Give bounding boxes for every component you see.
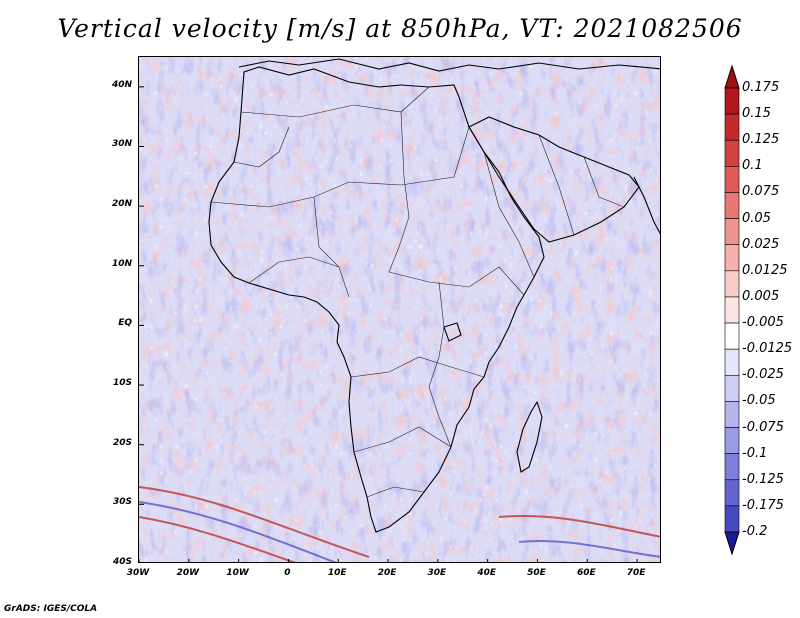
colorbar-segment <box>724 374 740 402</box>
colorbar-segment <box>724 322 740 350</box>
colorbar-level-label: 0.1 <box>742 158 763 174</box>
colorbar-level-label: -0.0125 <box>742 341 793 357</box>
southern-wave-bands <box>139 486 660 562</box>
lat-label: 20S <box>112 437 132 448</box>
colorbar-segment <box>724 192 740 219</box>
colorbar-segment <box>724 113 740 141</box>
lat-label: 20N <box>111 199 132 210</box>
colorbar-bottom-arrow <box>724 531 740 556</box>
lon-label: 10W <box>226 568 249 578</box>
map-ticks <box>139 86 638 562</box>
colorbar-level-label: -0.005 <box>742 315 784 331</box>
colorbar-level-label: -0.075 <box>742 419 784 435</box>
madagascar-coastline <box>516 400 543 473</box>
colorbar-level-label: 0.005 <box>742 288 780 304</box>
colorbar-level-label: 0.025 <box>742 236 780 252</box>
colorbar-segment <box>724 348 740 376</box>
lon-label: 60E <box>576 568 596 578</box>
colorbar-segment <box>724 453 740 481</box>
colorbar-level-label: -0.025 <box>742 367 784 383</box>
colorbar-segment <box>724 139 740 167</box>
lon-label: 30W <box>126 568 150 578</box>
lon-label: 20E <box>377 568 397 578</box>
colorbar-level-label: 0.15 <box>742 106 771 122</box>
colorbar-level-label: 0.05 <box>742 210 771 226</box>
colorbar-segment <box>724 270 740 298</box>
lat-label: 40N <box>111 79 132 90</box>
colorbar-segment <box>724 479 740 507</box>
colorbar-top-arrow <box>724 64 740 89</box>
colorbar-level-label: -0.125 <box>742 471 784 487</box>
colorbar-level-label: -0.175 <box>742 497 784 513</box>
colorbar-level-label: -0.05 <box>742 393 776 409</box>
colorbar-level-label: -0.2 <box>742 524 768 539</box>
lat-label: 10N <box>111 258 132 269</box>
colorbar-level-label: 0.175 <box>742 80 780 95</box>
grads-credit: GrADS: IGES/COLA <box>4 604 98 614</box>
lon-label: 50E <box>527 568 546 578</box>
colorbar-segment <box>724 87 740 115</box>
lat-label: 30S <box>112 497 132 508</box>
colorbar-segment <box>724 296 740 324</box>
colorbar-level-label: 0.125 <box>742 132 780 148</box>
arabia-coastline <box>468 116 640 243</box>
contour-texture <box>139 57 660 562</box>
map-panel[interactable] <box>138 56 661 563</box>
lat-label: 30N <box>111 139 132 150</box>
colorbar-segment <box>724 166 740 193</box>
colorbar-segment <box>724 505 740 533</box>
country-borders <box>210 86 625 498</box>
europe-coastline <box>238 58 660 72</box>
lon-label: 20W <box>176 568 200 578</box>
colorbar-level-label: 0.075 <box>742 184 780 200</box>
lake-victoria <box>443 322 462 342</box>
lon-label: 10E <box>327 568 347 578</box>
lon-label: 0 <box>284 568 291 578</box>
lon-label: 30E <box>427 568 447 578</box>
map-title: Vertical velocity [m/s] at 850hPa, VT: 2… <box>57 14 743 43</box>
colorbar-segment <box>724 218 740 246</box>
colorbar-segment <box>724 427 740 454</box>
lat-label: 40S <box>112 557 132 567</box>
velocity-field-map <box>139 57 660 562</box>
colorbar-segment <box>724 401 740 428</box>
lon-label: 70E <box>626 568 646 578</box>
lat-label: EQ <box>118 318 132 329</box>
lon-label: 40E <box>477 568 496 578</box>
lat-label: 10S <box>112 378 132 389</box>
india-coastline <box>633 176 660 235</box>
colorbar-segment <box>724 244 740 272</box>
colorbar-level-label: 0.0125 <box>742 262 788 278</box>
colorbar-level-label: -0.1 <box>742 445 768 461</box>
